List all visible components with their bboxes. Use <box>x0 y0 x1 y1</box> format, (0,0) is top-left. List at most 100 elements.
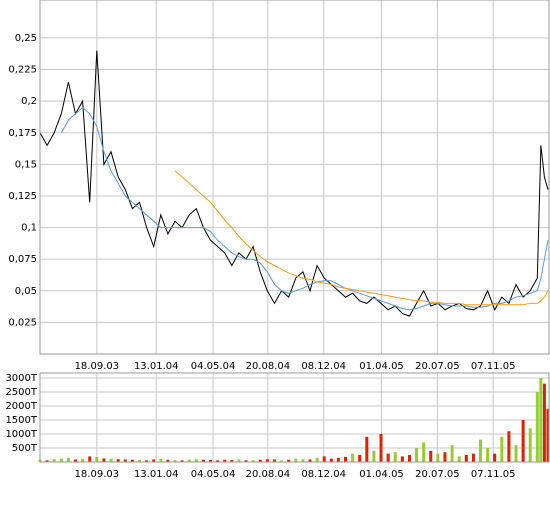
volume-bar <box>542 383 546 462</box>
volume-bar <box>443 452 447 462</box>
volume-bar <box>308 459 312 462</box>
x-tick-label: 20.08.04 <box>246 361 291 372</box>
volume-bar <box>493 453 497 462</box>
volume-bar <box>422 442 426 462</box>
volume-bar <box>539 378 543 462</box>
volume-bar <box>393 452 397 462</box>
volume-bar <box>301 459 305 462</box>
volume-bar <box>95 456 99 462</box>
volume-bar <box>450 445 454 462</box>
volume-bar <box>145 460 149 462</box>
volume-bar <box>457 456 461 462</box>
x-tick-label: 13.01.04 <box>134 361 179 372</box>
x-tick-label: 07.11.05 <box>471 361 516 372</box>
volume-bar <box>237 459 241 462</box>
volume-bar <box>223 459 227 462</box>
volume-bar <box>130 459 134 462</box>
volume-bar <box>322 456 326 462</box>
volume-bar <box>344 456 348 462</box>
volume-bar <box>379 434 383 462</box>
volume-bar <box>429 450 433 462</box>
price-line <box>174 170 549 306</box>
x-tick-label: 01.04.05 <box>359 361 404 372</box>
volume-bar <box>365 436 369 462</box>
volume-bar <box>52 459 56 462</box>
x-tick-label: 18.09.03 <box>75 361 120 372</box>
volume-bar <box>123 459 127 462</box>
volume-bar <box>280 460 284 462</box>
volume-bar <box>514 445 518 462</box>
volume-bar <box>386 453 390 462</box>
volume-bar <box>464 455 468 462</box>
volume-bar <box>116 459 120 462</box>
x-tick-label: 20.07.05 <box>415 469 460 480</box>
volume-bar <box>109 458 113 462</box>
volume-bar <box>287 459 291 462</box>
volume-bar <box>294 458 298 462</box>
y-tick-label: 0,15 <box>15 159 37 170</box>
price-line <box>60 106 549 311</box>
y-tick-label: 0,025 <box>8 317 37 328</box>
volume-bar <box>216 460 220 462</box>
x-tick-label: 13.01.04 <box>134 469 179 480</box>
volume-bar <box>471 453 475 462</box>
volume-bar <box>500 436 504 462</box>
volume-bar <box>400 456 404 462</box>
volume-bar <box>81 458 85 462</box>
volume-bar <box>486 448 490 462</box>
y-tick-label: 0,225 <box>8 65 37 76</box>
x-tick-label: 01.04.05 <box>359 469 404 480</box>
volume-bar <box>272 459 276 462</box>
y-tick-label: 0,125 <box>8 191 37 202</box>
x-tick-label: 04.05.04 <box>191 469 236 480</box>
y-tick-label: 2500T <box>5 387 37 398</box>
volume-bar <box>102 458 106 462</box>
volume-bar <box>546 408 550 462</box>
volume-bar <box>187 459 191 462</box>
price-line <box>39 50 549 317</box>
volume-bar <box>194 459 198 462</box>
volume-bar <box>180 460 184 462</box>
x-tick-label: 08.12.04 <box>301 469 346 480</box>
volume-bar <box>251 460 255 462</box>
volume-bar <box>88 456 92 462</box>
y-tick-label: 1000T <box>5 429 37 440</box>
volume-bar <box>372 450 376 462</box>
volume-bar <box>152 459 156 462</box>
volume-bar <box>528 428 532 462</box>
y-tick-label: 500T <box>12 443 38 454</box>
x-tick-label: 08.12.04 <box>301 361 346 372</box>
y-tick-label: 2000T <box>5 401 37 412</box>
plot-frame <box>39 372 550 463</box>
volume-bar <box>407 455 411 462</box>
plot-frame <box>39 0 550 355</box>
volume-bar <box>351 453 355 462</box>
volume-bar <box>230 460 234 462</box>
volume-bar <box>258 459 262 462</box>
volume-bar <box>265 459 269 462</box>
x-tick-label: 18.09.03 <box>75 469 120 480</box>
y-tick-label: 0,2 <box>21 96 37 107</box>
volume-bar <box>209 460 213 462</box>
volume-bar <box>201 459 205 462</box>
y-tick-label: 3000T <box>5 373 37 384</box>
volume-bar <box>535 392 539 462</box>
y-tick-label: 0,175 <box>8 128 37 139</box>
volume-bar <box>358 455 362 462</box>
x-tick-label: 20.07.05 <box>415 361 460 372</box>
volume-bar <box>521 420 525 462</box>
y-tick-label: 0,075 <box>8 254 37 265</box>
volume-bar <box>336 457 340 462</box>
plot-area <box>39 372 550 463</box>
y-tick-label: 1500T <box>5 415 37 426</box>
volume-bar <box>436 453 440 462</box>
x-tick-label: 07.11.05 <box>471 469 516 480</box>
plot-area <box>39 0 550 355</box>
x-tick-label: 20.08.04 <box>246 469 291 480</box>
volume-bar <box>74 459 78 462</box>
volume-bar <box>66 457 70 462</box>
volume-bar <box>415 448 419 462</box>
volume-bar <box>159 458 163 462</box>
y-tick-label: 0,05 <box>15 286 37 297</box>
